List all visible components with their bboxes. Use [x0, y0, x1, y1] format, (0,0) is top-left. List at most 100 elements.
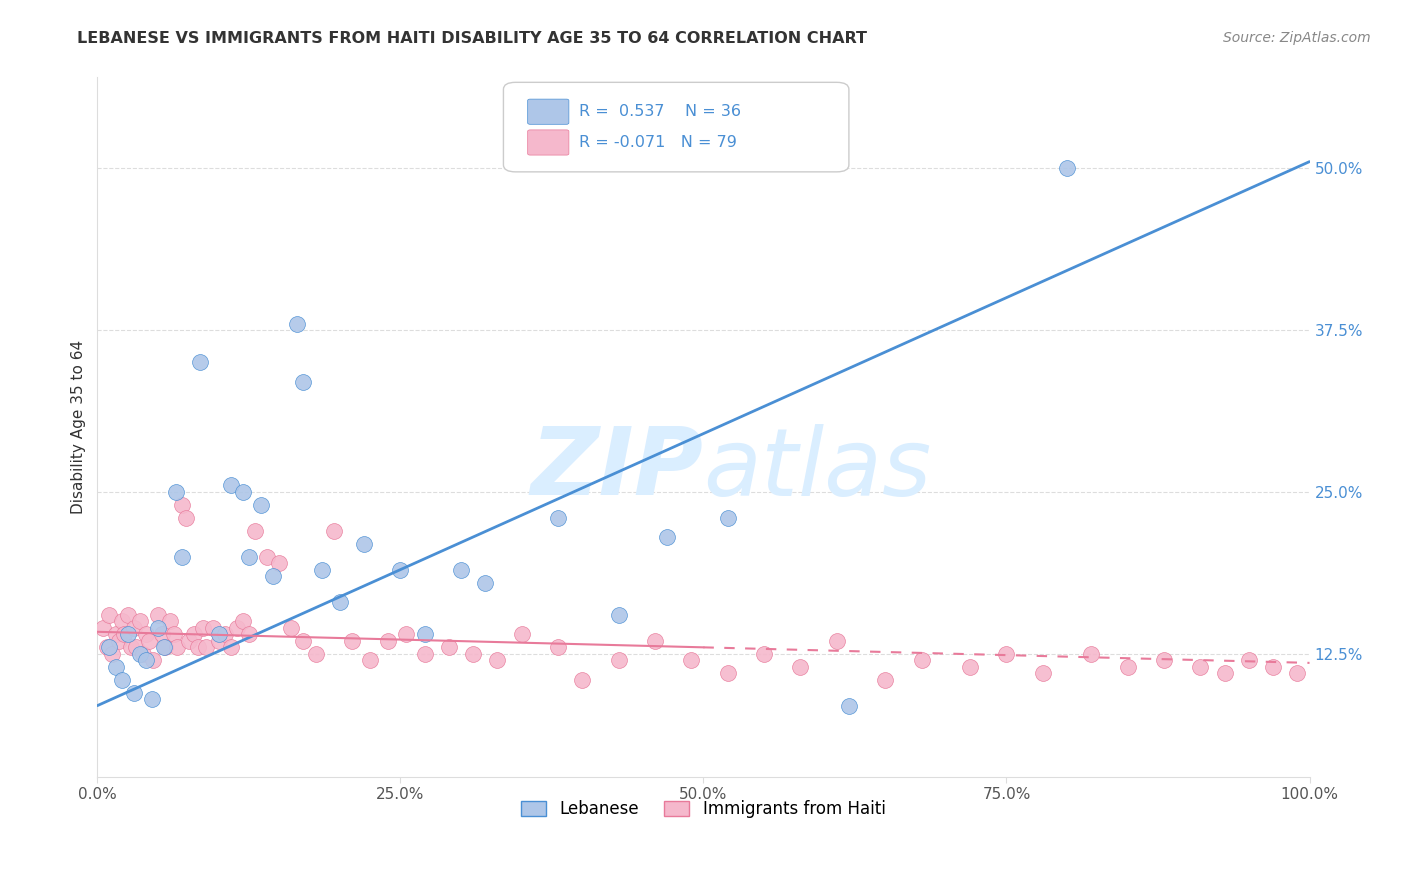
Point — [838, 698, 860, 713]
Point — [547, 640, 569, 655]
Point — [752, 647, 775, 661]
Point — [644, 633, 666, 648]
Point — [681, 653, 703, 667]
Point — [450, 563, 472, 577]
Point — [292, 633, 315, 648]
Point — [135, 627, 157, 641]
Point — [98, 640, 121, 655]
Point — [1153, 653, 1175, 667]
Point — [547, 511, 569, 525]
Point — [413, 627, 436, 641]
Point — [98, 607, 121, 622]
Point — [322, 524, 344, 538]
Point — [183, 627, 205, 641]
Point — [141, 692, 163, 706]
Point — [104, 660, 127, 674]
Point — [112, 627, 135, 641]
Point — [96, 640, 118, 655]
Point — [238, 627, 260, 641]
Point — [1056, 161, 1078, 175]
Point — [187, 640, 209, 655]
Point — [191, 621, 214, 635]
Point — [146, 607, 169, 622]
Point — [292, 375, 315, 389]
Point — [1189, 660, 1212, 674]
Point — [101, 647, 124, 661]
Point — [607, 653, 630, 667]
Point — [1286, 666, 1309, 681]
Point — [262, 569, 284, 583]
Point — [413, 647, 436, 661]
Point — [195, 640, 218, 655]
Point — [359, 653, 381, 667]
FancyBboxPatch shape — [503, 82, 849, 172]
Point — [128, 615, 150, 629]
Y-axis label: Disability Age 35 to 64: Disability Age 35 to 64 — [72, 340, 86, 514]
Point — [655, 530, 678, 544]
Point — [190, 355, 212, 369]
Text: atlas: atlas — [703, 424, 932, 515]
Point — [135, 653, 157, 667]
Point — [717, 666, 740, 681]
Point — [93, 621, 115, 635]
Point — [122, 621, 145, 635]
Point — [910, 653, 932, 667]
Point — [120, 640, 142, 655]
Point — [163, 627, 186, 641]
Text: ZIP: ZIP — [530, 423, 703, 515]
Point — [340, 633, 363, 648]
Point — [108, 633, 131, 648]
Legend: Lebanese, Immigrants from Haiti: Lebanese, Immigrants from Haiti — [515, 793, 893, 824]
Point — [353, 537, 375, 551]
Point — [285, 317, 308, 331]
Point — [1116, 660, 1139, 674]
Point — [389, 563, 412, 577]
Point — [280, 621, 302, 635]
Point — [153, 640, 176, 655]
FancyBboxPatch shape — [527, 130, 569, 155]
Point — [104, 627, 127, 641]
Point — [219, 640, 242, 655]
Point — [1213, 666, 1236, 681]
Point — [256, 549, 278, 564]
Point — [122, 686, 145, 700]
Point — [172, 549, 194, 564]
Point — [243, 524, 266, 538]
Point — [510, 627, 533, 641]
Point — [304, 647, 326, 661]
Point — [959, 660, 981, 674]
Point — [825, 633, 848, 648]
Point — [214, 627, 236, 641]
Point — [159, 615, 181, 629]
Point — [110, 673, 132, 687]
Text: R =  0.537    N = 36: R = 0.537 N = 36 — [579, 104, 741, 120]
Point — [463, 647, 485, 661]
Point — [1032, 666, 1054, 681]
Point — [486, 653, 509, 667]
Point — [232, 615, 254, 629]
Point — [571, 673, 593, 687]
Point — [155, 640, 177, 655]
Point — [138, 633, 160, 648]
Point — [207, 627, 229, 641]
Point — [201, 621, 224, 635]
Point — [269, 556, 291, 570]
Point — [232, 484, 254, 499]
Point — [117, 627, 139, 641]
Text: R = -0.071   N = 79: R = -0.071 N = 79 — [579, 135, 737, 150]
Point — [225, 621, 247, 635]
Point — [174, 511, 197, 525]
Point — [1263, 660, 1285, 674]
Point — [329, 595, 352, 609]
Point — [1237, 653, 1260, 667]
Point — [875, 673, 897, 687]
Point — [150, 627, 173, 641]
Point — [128, 647, 150, 661]
Point — [311, 563, 333, 577]
Point — [125, 640, 148, 655]
Point — [166, 640, 188, 655]
FancyBboxPatch shape — [527, 99, 569, 124]
Point — [207, 633, 229, 648]
Point — [437, 640, 460, 655]
Point — [395, 627, 418, 641]
